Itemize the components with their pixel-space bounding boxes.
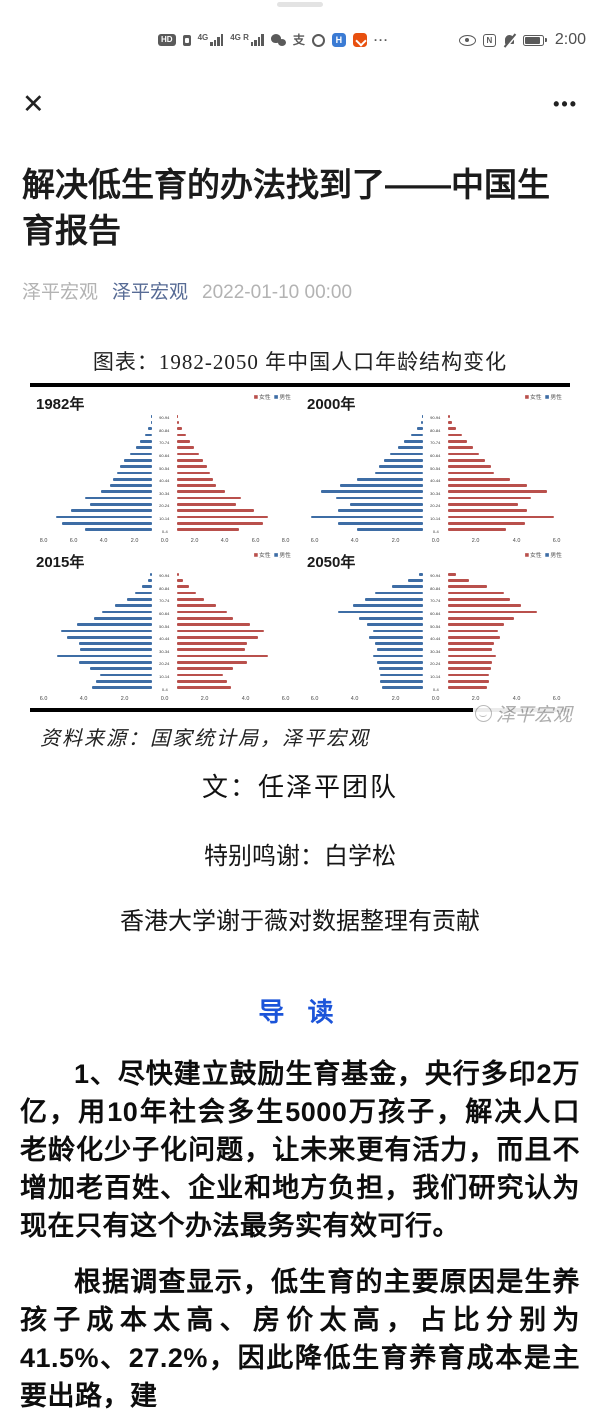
account-link[interactable]: 泽平宏观 — [112, 282, 189, 304]
body-paragraph-1: 1、尽快建立鼓励生育基金，央行多印2万亿，用10年社会多生5000万孩子，解决人… — [20, 1059, 580, 1242]
status-left-icons: HD 4G 4G R 支 H ··· — [158, 33, 389, 47]
watermark: 泽平宏观 — [472, 700, 574, 728]
pyramid-legend: 女性 男性 — [525, 551, 564, 559]
figure-source: 资料来源：国家统计局，泽平宏观 — [40, 728, 370, 751]
pyramid-axis-ticks: 8.0 6.0 4.0 2.0 0.0 2.0 4.0 6.0 8.0 — [39, 537, 290, 544]
watermark-logo-icon — [474, 705, 492, 723]
body-paragraph-2: 根据调查显示，低生育的主要原因是生养孩子成本太高、房价太高，占比分别为41.5%… — [20, 1267, 580, 1412]
population-pyramid-2000: 2000年 女性 男性 90-94 80-84 70-74 60-64 50-54 40-44 3… — [307, 393, 564, 543]
pyramid-year-label: 2000年 — [307, 396, 356, 414]
figure-bottom-rule — [30, 708, 570, 713]
author-credit: 文：任泽平团队 — [201, 772, 398, 803]
sim-icon — [182, 34, 191, 46]
pyramid-year-label: 1982年 — [36, 396, 85, 414]
publish-date: 2022-01-10 00:00 — [202, 282, 353, 304]
eye-comfort-icon — [458, 34, 476, 46]
pyramid-legend: 女性 男性 — [254, 551, 293, 559]
pyramid-year-label: 2050年 — [307, 554, 356, 572]
alipay-notification-icon: 支 — [292, 33, 305, 47]
more-notifications-icon: ··· — [373, 33, 389, 47]
signal-4g-icon: 4G — [198, 34, 224, 46]
pyramid-axis-ticks: 6.0 4.0 2.0 0.0 2.0 4.0 6.0 — [310, 695, 561, 702]
mute-bell-icon — [503, 34, 516, 47]
wechat-notification-icon — [270, 34, 286, 46]
clock-time: 2:00 — [554, 31, 586, 48]
close-button[interactable]: ✕ — [22, 88, 45, 119]
speaker-notch — [277, 2, 323, 7]
signal-4g-r-icon: 4G R — [230, 34, 264, 46]
section-heading-intro: 导 读 — [258, 997, 342, 1028]
battery-icon — [522, 34, 547, 46]
status-bar: HD 4G 4G R 支 H ··· N 2:00 — [0, 0, 600, 58]
pyramid-axis-ticks: 6.0 4.0 2.0 0.0 2.0 4.0 6.0 — [310, 537, 561, 544]
more-menu-button[interactable]: ••• — [553, 94, 578, 114]
browser-notification-icon — [311, 33, 325, 47]
special-thanks: 特别鸣谢：白学松 — [204, 843, 396, 871]
article-nav-bar: ✕ ••• — [0, 82, 600, 126]
nfc-icon: N — [482, 33, 496, 47]
article-title: 解决低生育的办法找到了——中国生育报告 — [22, 166, 550, 249]
population-pyramid-2015: 2015年 女性 男性 90-94 80-84 70-74 60-64 50-54 40-44 3… — [36, 551, 293, 701]
figure-title: 图表：1982-2050 年中国人口年龄结构变化 — [92, 350, 508, 375]
status-right-icons: N 2:00 — [458, 31, 586, 49]
pyramid-year-label: 2015年 — [36, 554, 85, 572]
pyramid-axis-ticks: 6.0 4.0 2.0 0.0 2.0 4.0 6.0 — [39, 695, 290, 702]
byline: 泽平宏观 泽平宏观 2022-01-10 00:00 — [22, 277, 578, 304]
population-pyramid-1982: 1982年 女性 男性 90-94 80-84 70-74 60-64 50-54 40-44 3… — [36, 393, 293, 543]
pyramid-legend: 女性 男性 — [254, 393, 293, 401]
hd-voice-icon: HD — [158, 34, 176, 46]
mail-app-notification-icon — [352, 33, 367, 47]
population-pyramid-2050: 2050年 女性 男性 90-94 80-84 70-74 60-64 50-54 40-44 3… — [307, 551, 564, 701]
pyramid-grid: 1982年 女性 男性 90-94 80-84 70-74 60-64 50-54 40-44 3… — [36, 393, 564, 701]
watermark-text: 泽平宏观 — [495, 705, 572, 727]
contribution-note: 香港大学谢于薇对数据整理有贡献 — [120, 908, 480, 936]
account-name: 泽平宏观 — [22, 282, 99, 304]
health-app-notification-icon: H — [331, 33, 346, 47]
population-pyramid-figure[interactable]: 图表：1982-2050 年中国人口年龄结构变化 1982年 女性 男性 90-94 8… — [0, 346, 600, 751]
pyramid-legend: 女性 男性 — [525, 393, 564, 401]
figure-top-rule — [30, 383, 570, 388]
